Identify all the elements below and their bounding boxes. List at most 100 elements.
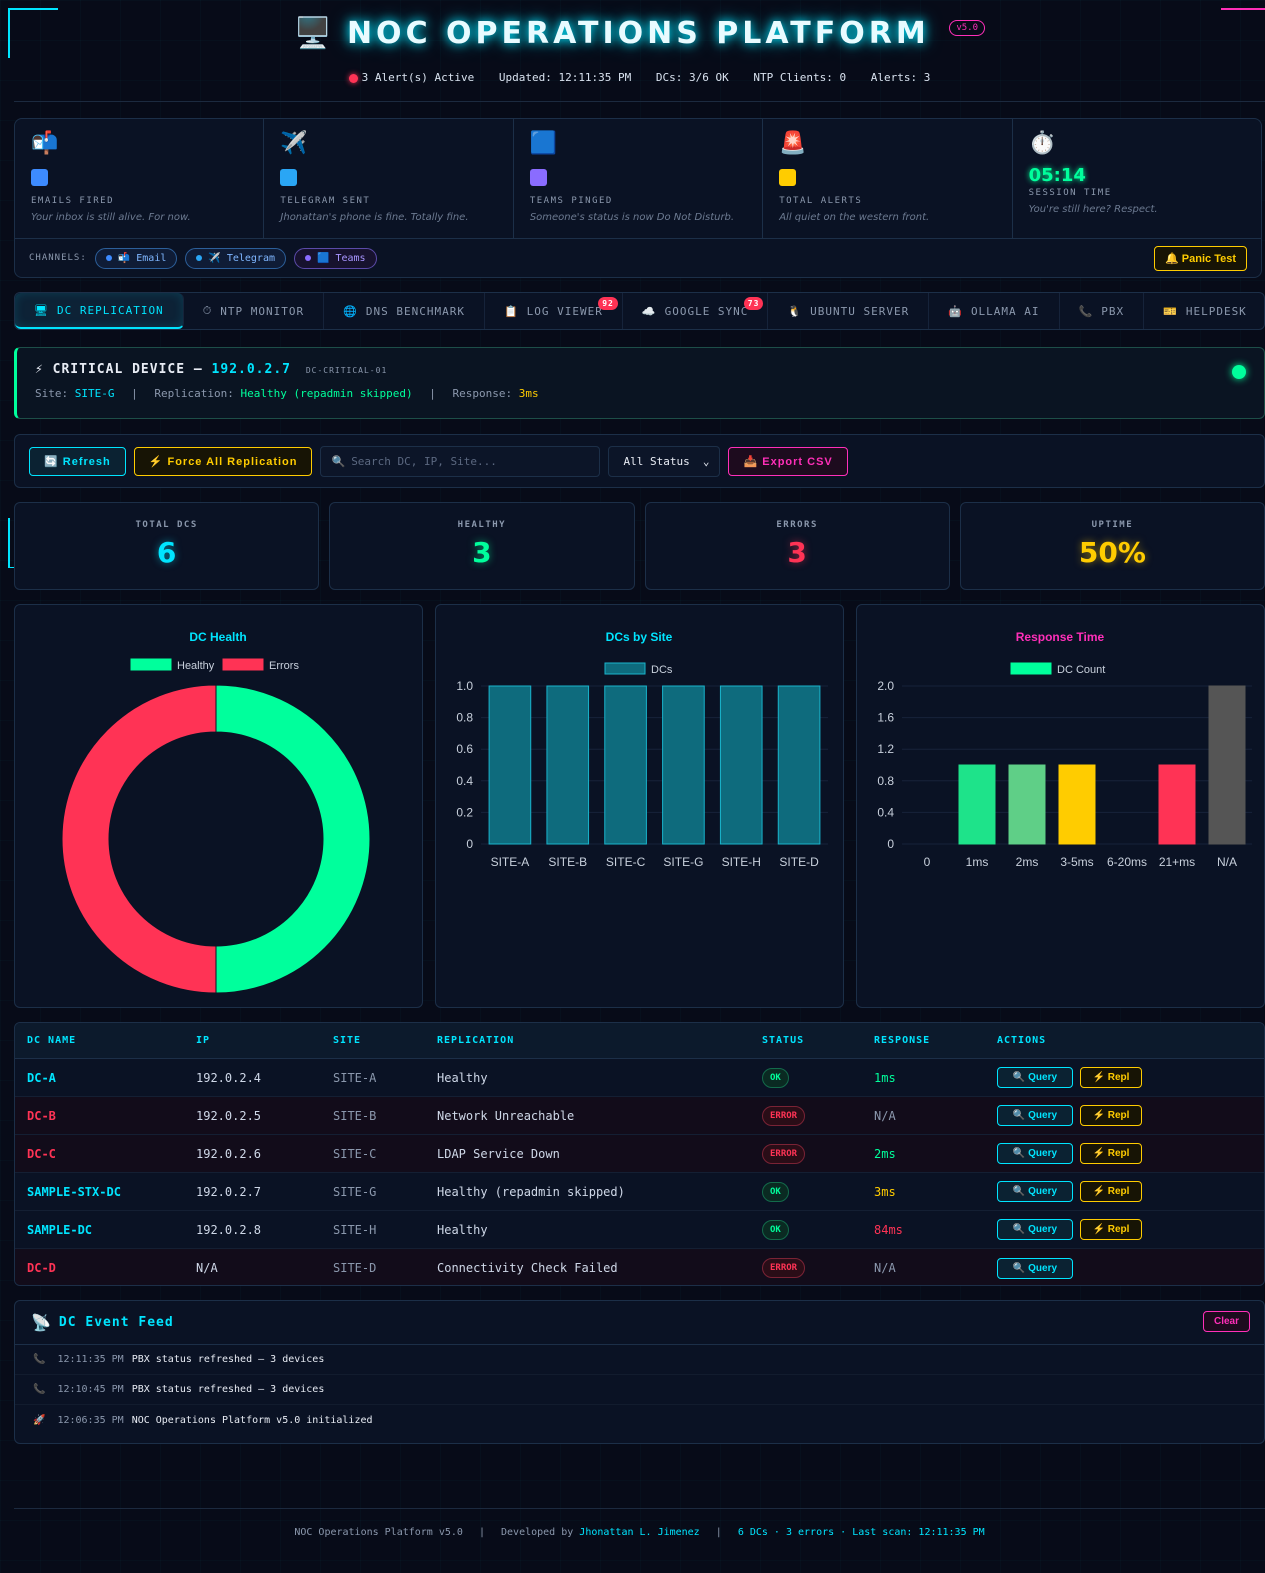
dc-name[interactable]: DC-D <box>27 1261 56 1275</box>
clear-feed-button[interactable]: Clear <box>1202 1311 1250 1332</box>
counter-total-alerts: 🚨 TOTAL ALERTS All quiet on the western … <box>763 119 1013 238</box>
status-bar: 3 Alert(s) Active Updated: 12:11:35 PM D… <box>14 71 1265 84</box>
x-tick-label: SITE-G <box>663 855 703 869</box>
x-tick-label: 21+ms <box>1159 855 1195 869</box>
charts-row: DC Health Healthy Errors DCs by Site DCs 0 0.… <box>14 604 1265 1008</box>
stat-label: ERRORS <box>776 520 818 530</box>
column-header[interactable]: RESPONSE <box>874 1035 931 1046</box>
export-csv-button[interactable]: 📥 Export CSV <box>728 446 848 476</box>
counter-value <box>280 169 298 186</box>
session-label: SESSION TIME <box>1028 188 1112 198</box>
x-tick-label: 0 <box>924 855 931 869</box>
bar-site-g <box>662 685 705 845</box>
tab-ubuntu-server[interactable]: 🐧 UBUNTU SERVER <box>768 293 930 329</box>
force-all-replication-button[interactable]: ⚡ Force All Replication <box>133 446 313 476</box>
query-button[interactable]: 🔍 Query <box>997 1181 1073 1202</box>
dc-name[interactable]: DC-A <box>27 1070 56 1085</box>
dc-name[interactable]: DC-C <box>27 1146 56 1161</box>
counter-value <box>31 169 48 186</box>
refresh-button[interactable]: 🔄 Refresh <box>29 446 126 476</box>
stat-errors: ERRORS 3 <box>644 502 950 590</box>
dc-ip: N/A <box>196 1261 218 1275</box>
dc-name[interactable]: SAMPLE-DC <box>27 1222 93 1237</box>
column-header[interactable]: DC NAME <box>27 1035 77 1046</box>
status-badge: OK <box>762 1067 789 1088</box>
dc-response: 1ms <box>874 1070 896 1085</box>
dc-response: N/A <box>874 1261 896 1275</box>
online-status-dot-icon <box>1232 365 1246 379</box>
tab-ntp-monitor[interactable]: ⏱ NTP MONITOR <box>184 293 325 329</box>
column-header[interactable]: IP <box>196 1035 211 1046</box>
repl-button[interactable]: ⚡ Repl <box>1080 1143 1142 1164</box>
table-row: SAMPLE-STX-DC 192.0.2.7 SITE-G Healthy (rep… <box>15 1173 1264 1211</box>
stat-value: 3 <box>787 536 807 569</box>
critical-replication: Healthy (repadmin skipped) <box>240 387 413 400</box>
tab-label: OLLAMA AI <box>970 304 1040 318</box>
session-subtitle: You're still here? Respect. <box>1028 204 1158 215</box>
bar-site-a <box>488 685 532 845</box>
footer-developer-link[interactable]: Jhonattan L. Jimenez <box>579 1527 700 1538</box>
channel-teams-toggle[interactable]: 🟦 Teams <box>294 247 377 269</box>
query-button[interactable]: 🔍 Query <box>997 1219 1073 1240</box>
tab-dc-replication[interactable]: 🖥 DC REPLICATION <box>15 293 184 329</box>
response-time-chart: Response Time DC Count 0 0.4 0.8 1.2 1.6 2.0 0 1m… <box>856 604 1265 1008</box>
event-feed-title: DC Event Feed <box>58 1315 174 1330</box>
bar-3-5ms <box>1058 764 1096 845</box>
panic-test-button[interactable]: 🔔 Panic Test <box>1154 246 1247 271</box>
dc-name[interactable]: DC-B <box>27 1108 56 1123</box>
mailbox-icon: 📬 <box>31 131 59 156</box>
rocket-icon: 🚀 <box>33 1414 46 1426</box>
status-badge: OK <box>762 1181 789 1202</box>
channel-email-toggle[interactable]: 📬 Email <box>94 247 178 269</box>
stopwatch-icon: ⏱️ <box>1028 131 1057 156</box>
table-body: DC-A 192.0.2.4 SITE-A Healthy OK 1ms 🔍 Query ⚡ … <box>15 1059 1264 1285</box>
dc-health-donut: DC Health Healthy Errors <box>61 630 371 994</box>
corner-decoration <box>1221 8 1265 58</box>
y-tick-label: 1.2 <box>877 742 894 756</box>
counter-teams: 🟦 TEAMS PINGED Someone's status is now D… <box>514 119 764 238</box>
tab-dns-benchmark[interactable]: 🌐 DNS BENCHMARK <box>324 293 485 329</box>
channel-telegram-toggle[interactable]: ✈️ Telegram <box>185 247 286 269</box>
repl-button[interactable]: ⚡ Repl <box>1080 1067 1142 1088</box>
header: 🖥️ NOC OPERATIONS PLATFORM v5.0 3 Alert(… <box>14 0 1265 102</box>
legend-label: Healthy <box>177 660 215 672</box>
dcs-by-site-chart: DCs by Site DCs 0 0.2 0.4 0.6 0.8 1.0 SITE-A SITE… <box>435 604 844 1008</box>
tab-ollama-ai[interactable]: 🤖 OLLAMA AI <box>929 293 1060 329</box>
tab-label: UBUNTU SERVER <box>810 304 910 318</box>
repl-button[interactable]: ⚡ Repl <box>1080 1181 1142 1202</box>
airplane-icon: ✈️ <box>280 131 308 156</box>
footer-product: NOC Operations Platform v5.0 <box>294 1527 463 1538</box>
tab-helpdesk[interactable]: 🎫 HELPDESK <box>1144 293 1264 329</box>
tab-google-sync[interactable]: ☁️ GOOGLE SYNC 73 <box>623 293 769 329</box>
stat-label: TOTAL DCS <box>135 520 198 530</box>
column-header[interactable]: STATUS <box>762 1035 805 1046</box>
dc-site: SITE-H <box>333 1222 377 1237</box>
query-button[interactable]: 🔍 Query <box>997 1105 1073 1126</box>
x-tick-label: SITE-A <box>491 855 530 869</box>
column-header[interactable]: REPLICATION <box>437 1035 515 1046</box>
teams-square-icon: 🟦 <box>529 131 558 156</box>
dc-name[interactable]: SAMPLE-STX-DC <box>27 1184 121 1199</box>
channels-label: CHANNELS: <box>29 253 87 263</box>
bar-21+ms <box>1158 764 1196 845</box>
search-input[interactable] <box>351 454 590 468</box>
status-badge: ERROR <box>762 1143 806 1164</box>
tab-pbx[interactable]: 📞 PBX <box>1060 293 1145 329</box>
column-header[interactable]: SITE <box>333 1035 362 1046</box>
status-filter-select[interactable]: All Status ⌄ <box>608 445 721 477</box>
repl-button[interactable]: ⚡ Repl <box>1080 1219 1142 1240</box>
dc-ip: 192.0.2.5 <box>196 1108 262 1123</box>
counter-emails: 📬 EMAILS FIRED Your inbox is still alive… <box>15 119 265 238</box>
repl-button[interactable]: ⚡ Repl <box>1080 1105 1142 1126</box>
x-tick-label: SITE-B <box>548 855 587 869</box>
session-time-value: 05:14 <box>1028 165 1086 186</box>
y-tick-label: 0.4 <box>456 774 473 788</box>
clipboard-icon: 📋 <box>503 304 519 318</box>
query-button[interactable]: 🔍 Query <box>997 1143 1073 1164</box>
globe-icon: 🌐 <box>343 304 358 318</box>
query-button[interactable]: 🔍 Query <box>997 1067 1073 1088</box>
tab-badge: 73 <box>743 297 764 310</box>
tab-log-viewer[interactable]: 📋 LOG VIEWER 92 <box>485 293 623 329</box>
feed-item: 📞 12:11:35 PM PBX status refreshed — 3 dev… <box>15 1345 1264 1375</box>
query-button[interactable]: 🔍 Query <box>997 1257 1073 1279</box>
